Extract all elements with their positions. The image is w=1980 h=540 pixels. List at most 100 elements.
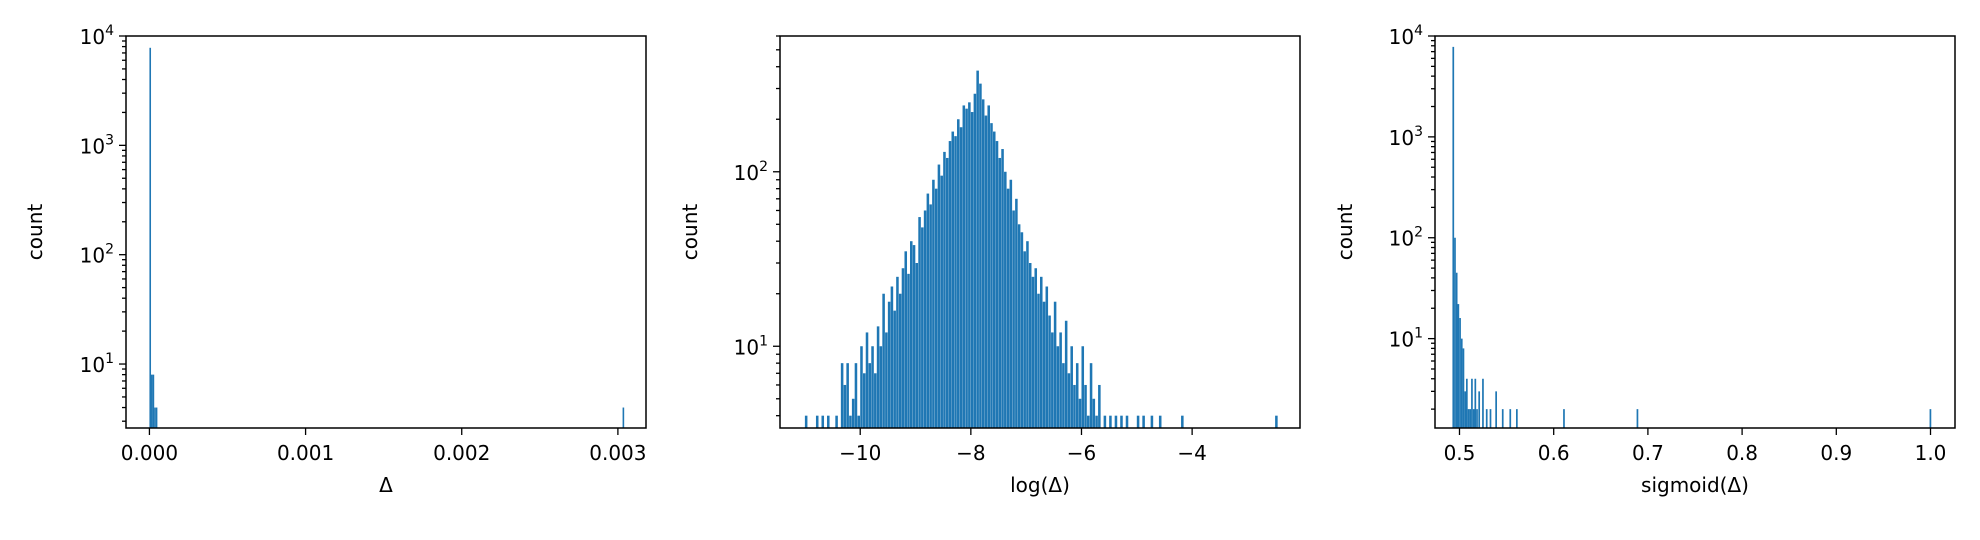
histogram-bar [149,47,152,429]
histogram-bar [879,346,883,428]
histogram-bar [857,415,860,428]
x-axis-label: log(Δ) [1010,473,1070,497]
panel-sigmoid-delta-histogram: 0.5 0.6 0.7 0.8 0.9 1.0 101 102 103 104 sigmoid(Δ… [1333,23,1956,497]
histogram-bar [992,131,996,428]
y-tick-label: 103 [1389,124,1423,150]
histogram-bar [622,407,625,428]
histogram-bar [995,141,999,429]
histogram-bar [1095,415,1098,428]
histogram-bar [1460,338,1463,428]
histogram-bar [835,415,838,428]
ticks-group: −10 −8 −6 −4 101 102 [734,35,1207,465]
histogram-bar [154,407,156,428]
histogram-bar [890,286,894,428]
histogram-bar [1012,210,1015,428]
histogram-bar [921,227,924,428]
histogram-bar [948,141,952,429]
histogram-bar [871,346,874,428]
histogram-bar [1636,409,1639,428]
histogram-bar [1114,415,1118,428]
histogram-bar [862,373,866,428]
histogram-bar [1042,301,1046,428]
histogram-bar [1028,263,1032,428]
histogram-bar [1462,348,1465,428]
histogram-bar [1485,409,1488,428]
histogram-bar [907,273,910,428]
histogram-bar [1465,378,1468,428]
y-axis-label: count [1333,204,1357,261]
histogram-bar [152,374,155,428]
panel-delta-histogram: 0.000 0.001 0.002 0.003 101 102 103 104 Δ count [23,23,647,497]
y-tick-label: 102 [734,159,768,185]
histogram-bar [1457,304,1460,428]
histogram-bar [865,332,869,428]
bars-group [804,70,1278,429]
x-tick-label: 0.003 [589,441,646,465]
histogram-bar [1142,415,1145,428]
bars-group [1452,46,1932,428]
histogram-bar [1452,46,1455,428]
histogram-bar [1017,224,1021,428]
y-axis-label: count [678,204,702,261]
histogram-bar [868,363,872,428]
histogram-bar [979,83,982,428]
x-tick-label: −8 [956,441,985,465]
histogram-bar [1516,409,1518,428]
histogram-bar [962,105,966,429]
histogram-bar [901,268,905,428]
histogram-bar [1158,415,1162,428]
histogram-bar [1020,232,1024,428]
histogram-bar [1476,409,1478,428]
histogram-bar [885,332,888,428]
histogram-bar [1275,415,1278,428]
y-tick-label: 101 [1389,326,1423,352]
x-tick-label: −10 [839,441,881,465]
histogram-bar [1075,363,1079,428]
histogram-bar [915,263,919,428]
histogram-bar [1064,320,1068,428]
y-tick-label: 101 [80,351,114,377]
histogram-bar [1059,332,1062,428]
histogram-bar [1455,272,1458,428]
histogram-bar [1150,415,1154,428]
histogram-bar [893,310,896,428]
histogram-bar [1181,415,1184,428]
histogram-bar [1109,415,1112,428]
histogram-bar [1509,409,1512,428]
histogram-bar [1026,241,1029,428]
x-tick-label: 0.000 [121,441,178,465]
x-tick-label: −4 [1177,441,1206,465]
x-axis-label: sigmoid(Δ) [1641,473,1749,497]
histogram-bar [1472,409,1475,428]
y-tick-label: 102 [80,242,114,268]
histogram-bar [965,108,968,428]
histogram-bar [1081,346,1085,428]
histogram-bar [1474,378,1477,428]
histogram-bar [1009,179,1013,428]
histogram-bar [959,127,963,428]
histogram-bar [1092,398,1096,428]
histogram-bar [926,193,930,428]
histogram-bar [1469,409,1472,428]
histogram-bar [990,123,993,428]
histogram-bar [1495,391,1497,428]
histogram-bar [976,70,979,429]
histogram-bar [1471,378,1473,428]
ticks-group: 0.000 0.001 0.002 0.003 101 102 103 104 [80,23,647,465]
histogram-bar [840,363,844,428]
histogram-bar [1034,268,1038,428]
histogram-bar [1031,276,1035,428]
histogram-bar [854,363,858,428]
ticks-group: 0.5 0.6 0.7 0.8 0.9 1.0 101 102 103 104 [1389,23,1947,465]
histogram-bar [1070,346,1073,428]
histogram-bar [1489,409,1492,428]
histogram-bar [1078,398,1082,428]
histogram-bar [910,241,913,428]
histogram-bar [1563,409,1565,428]
histogram-bar [1087,415,1090,428]
histogram-bar [1040,276,1043,428]
y-axis-label: count [23,204,47,261]
x-tick-label: 0.9 [1820,441,1852,465]
histogram-bar [1037,293,1040,428]
